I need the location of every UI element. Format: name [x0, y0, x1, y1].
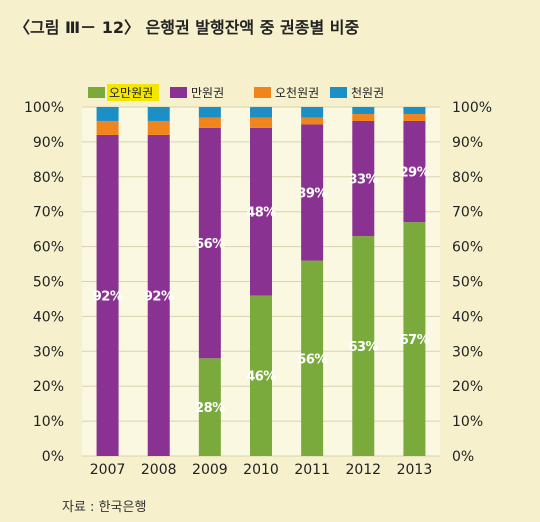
y-tick-label-left: 40%: [33, 309, 64, 325]
bar-segment: [403, 120, 426, 223]
bar-segment: [96, 120, 119, 135]
y-tick-label-left: 20%: [33, 379, 64, 395]
x-tick-label: 2008: [141, 462, 177, 478]
data-labels: 92% 92% 28% 66% 46% 48% 56% 39% 63% 33% 67% 29%: [93, 166, 430, 417]
bar-segment: [301, 260, 324, 456]
legend-highlight: [107, 84, 159, 101]
y-tick-label-right: 70%: [452, 205, 483, 221]
bar-segment: [403, 222, 426, 456]
y-tick-label-right: 0%: [452, 449, 474, 465]
y-tick-label-right: 90%: [452, 135, 483, 151]
bar-segment: [301, 107, 324, 118]
bar-segment: [147, 120, 170, 135]
legend-label: 오천원권: [275, 85, 319, 100]
x-axis: 2007 2008 2009 2010 2011 2012 2013: [90, 462, 432, 478]
bar-segment: [403, 113, 426, 121]
bar-segment: [352, 113, 375, 121]
data-label: 33%: [348, 173, 378, 188]
bar-segment: [250, 295, 272, 456]
y-tick-label-left: 70%: [33, 205, 64, 221]
bar-segment: [301, 124, 324, 261]
data-label: 67%: [400, 333, 430, 348]
legend-swatch: [88, 87, 105, 98]
y-tick-label-left: 80%: [33, 170, 64, 186]
bar-segment: [403, 107, 426, 114]
data-label: 39%: [297, 187, 327, 202]
data-label: 29%: [400, 166, 430, 181]
data-label: 46%: [246, 370, 276, 385]
y-tick-label-left: 30%: [33, 344, 64, 360]
legend-label: 천원권: [351, 85, 384, 100]
bar-segment: [250, 107, 272, 118]
bar-segment: [250, 127, 272, 296]
data-label: 92%: [144, 289, 174, 304]
bar-segment: [352, 120, 375, 237]
x-tick-label: 2013: [397, 462, 433, 478]
bar-segment: [96, 107, 119, 121]
source-note: 자료 : 한국은행: [62, 500, 147, 515]
y-tick-label-left: 60%: [33, 240, 64, 256]
y-tick-label-left: 90%: [33, 135, 64, 151]
bar-segment: [352, 236, 375, 456]
figure-title: 〈그림 Ⅲ－ 12〉 은행권 발행잔액 중 권종별 비중: [14, 18, 360, 37]
y-tick-label-right: 10%: [452, 414, 483, 430]
bar-segment: [96, 134, 119, 457]
bar-segment: [198, 107, 221, 118]
y-axis-left: 0% 10% 20% 30% 40% 50% 60% 70% 80% 90% 100%: [24, 100, 64, 465]
legend-swatch: [254, 87, 271, 98]
y-tick-label-right: 40%: [452, 309, 483, 325]
legend-swatch: [170, 87, 187, 98]
y-tick-label-right: 80%: [452, 170, 483, 186]
bar-segment: [198, 358, 221, 456]
x-tick-label: 2011: [294, 462, 330, 478]
bar-segment: [250, 117, 272, 128]
legend: 오만원권 만원권 오천원권 천원권: [88, 84, 384, 101]
data-label: 63%: [348, 340, 378, 355]
bar-segment: [301, 117, 324, 125]
x-tick-label: 2009: [192, 462, 228, 478]
y-tick-label-left: 50%: [33, 275, 64, 291]
y-tick-label-left: 0%: [42, 449, 64, 465]
legend-label: 만원권: [191, 86, 224, 100]
y-tick-label-left: 100%: [24, 100, 64, 116]
data-label: 66%: [195, 237, 225, 252]
data-label: 92%: [93, 289, 123, 304]
data-label: 48%: [246, 206, 276, 221]
x-tick-label: 2007: [90, 462, 126, 478]
data-label: 56%: [297, 352, 327, 367]
legend-label: 오만원권: [109, 86, 153, 100]
y-tick-label-left: 10%: [33, 414, 64, 430]
x-tick-label: 2010: [243, 462, 279, 478]
y-tick-label-right: 50%: [452, 275, 483, 291]
y-tick-label-right: 30%: [452, 344, 483, 360]
bar-segment: [198, 127, 221, 359]
bar-segment: [147, 134, 170, 457]
bar-segment: [198, 117, 221, 128]
y-axis-right: 0% 10% 20% 30% 40% 50% 60% 70% 80% 90% 100%: [452, 100, 492, 465]
bar-segment: [147, 107, 170, 121]
data-label: 28%: [195, 401, 225, 416]
y-tick-label-right: 20%: [452, 379, 483, 395]
x-tick-label: 2012: [345, 462, 381, 478]
y-tick-label-right: 100%: [452, 100, 492, 116]
bar-segment: [352, 107, 375, 114]
y-tick-label-right: 60%: [452, 240, 483, 256]
legend-swatch: [330, 87, 347, 98]
bars: [96, 107, 426, 457]
